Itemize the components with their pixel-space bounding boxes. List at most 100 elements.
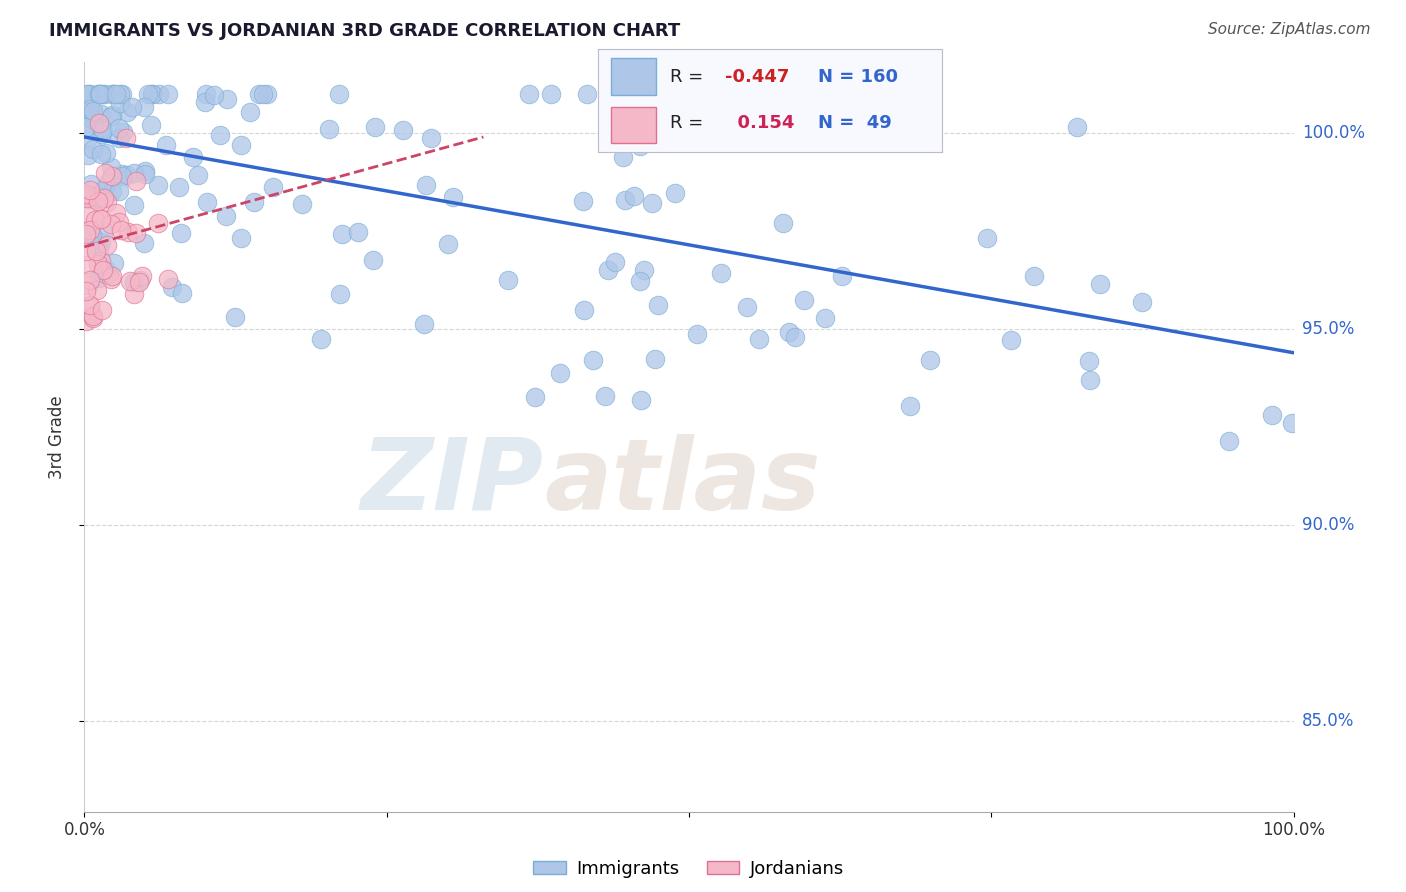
Point (105, 87, 128, 101)
Point (778, 325, 800, 339)
Point (79, 223, 101, 237)
Point (309, 332, 332, 346)
Point (86, 257, 108, 271)
Point (100, 160, 122, 174)
Point (633, 263, 655, 277)
Point (93, 191, 115, 205)
Point (141, 87, 163, 101)
Point (117, 225, 139, 239)
Point (111, 169, 134, 183)
Point (1024, 269, 1046, 284)
Point (1078, 373, 1101, 387)
Point (91, 121, 114, 136)
Point (630, 393, 652, 408)
Point (517, 87, 540, 101)
Text: 90.0%: 90.0% (1302, 516, 1354, 534)
Point (623, 188, 645, 202)
Legend: Immigrants, Jordanians: Immigrants, Jordanians (526, 853, 852, 885)
Point (290, 197, 312, 211)
Point (194, 95, 217, 109)
Point (598, 263, 620, 277)
Point (361, 253, 384, 268)
Point (76, 87, 98, 101)
Point (80, 228, 103, 243)
Point (195, 87, 218, 101)
Point (132, 235, 155, 250)
Point (82, 112, 104, 126)
Point (103, 256, 125, 270)
Point (641, 195, 664, 210)
FancyBboxPatch shape (612, 106, 657, 144)
Point (87, 194, 110, 209)
Point (686, 327, 709, 342)
Text: N = 160: N = 160 (818, 68, 898, 86)
Point (1218, 434, 1240, 448)
Point (128, 275, 150, 289)
Point (122, 275, 145, 289)
Point (229, 231, 252, 245)
Point (79, 102, 101, 116)
Point (98, 267, 121, 281)
Point (76, 116, 98, 130)
Point (117, 104, 139, 119)
Point (124, 174, 146, 188)
Point (647, 298, 669, 312)
Point (76, 133, 98, 147)
Point (111, 167, 134, 181)
Point (252, 87, 274, 101)
Point (139, 118, 162, 132)
Point (100, 169, 122, 183)
Point (90, 254, 112, 268)
Point (100, 110, 122, 124)
Point (612, 150, 634, 164)
Point (318, 122, 340, 136)
Point (793, 293, 815, 307)
Point (79, 299, 101, 313)
Point (202, 88, 225, 103)
Point (329, 286, 352, 301)
Point (100, 272, 122, 286)
Point (93, 182, 115, 196)
Point (239, 105, 262, 120)
Point (181, 150, 204, 164)
Point (75, 258, 97, 272)
Point (148, 178, 170, 193)
Point (84, 213, 107, 227)
Point (75, 285, 97, 299)
Point (364, 120, 387, 134)
Point (134, 167, 156, 181)
Point (124, 197, 146, 211)
Text: ZIP: ZIP (361, 434, 544, 531)
Point (831, 268, 853, 283)
Point (76, 191, 98, 205)
Point (82, 189, 104, 203)
Point (737, 301, 759, 315)
Point (122, 286, 145, 301)
Text: R =: R = (669, 68, 709, 86)
Point (976, 231, 998, 245)
Point (524, 390, 547, 404)
Point (415, 178, 437, 193)
Point (1261, 408, 1284, 422)
Point (76, 87, 98, 101)
Point (157, 87, 180, 101)
Point (90, 302, 112, 317)
Point (79, 184, 101, 198)
Point (134, 163, 156, 178)
Point (94, 87, 117, 101)
Text: IMMIGRANTS VS JORDANIAN 3RD GRADE CORRELATION CHART: IMMIGRANTS VS JORDANIAN 3RD GRADE CORREL… (49, 22, 681, 40)
Text: 100.0%: 100.0% (1302, 124, 1365, 142)
Point (131, 269, 153, 284)
Point (110, 87, 132, 101)
Point (91, 127, 114, 141)
Point (96, 238, 118, 252)
Point (187, 168, 209, 182)
Point (75, 314, 97, 328)
Point (664, 186, 686, 200)
Point (91, 123, 114, 137)
Point (86, 87, 108, 101)
Point (96, 263, 118, 277)
Point (121, 100, 143, 114)
FancyBboxPatch shape (612, 58, 657, 95)
Text: 0.154: 0.154 (725, 114, 794, 132)
